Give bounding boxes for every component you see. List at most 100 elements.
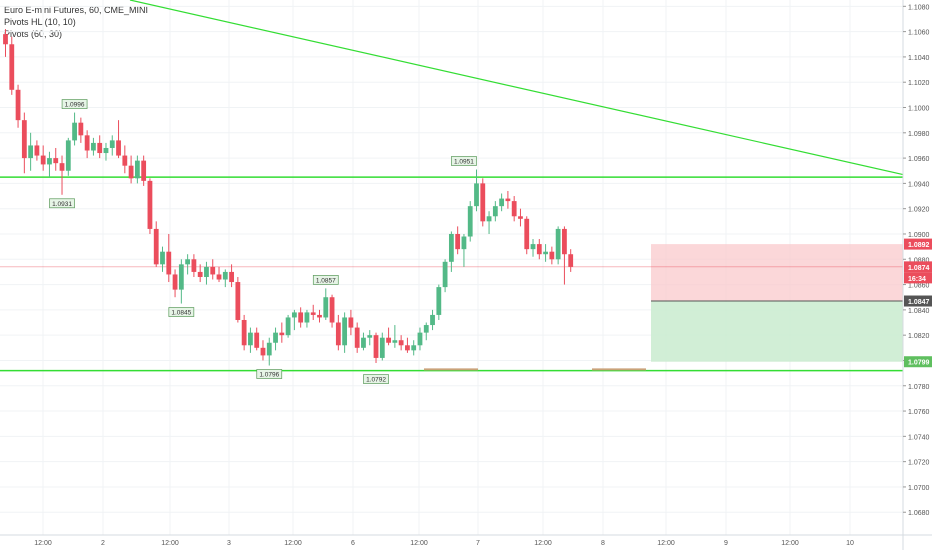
candle-down[interactable] [9, 44, 15, 90]
price-tag-entry[interactable] [904, 295, 932, 307]
candle-down[interactable] [373, 335, 379, 358]
candle-down[interactable] [78, 122, 84, 136]
candle-down[interactable] [455, 233, 461, 250]
price-tag-stop[interactable] [904, 238, 932, 250]
candle-down[interactable] [505, 198, 511, 202]
candle-down[interactable] [386, 337, 391, 343]
candle-down[interactable] [53, 158, 59, 164]
candle-down[interactable] [34, 145, 40, 156]
candle-up[interactable] [248, 332, 253, 346]
candle-down[interactable] [229, 271, 234, 283]
candle-up[interactable] [461, 236, 467, 250]
candle-down[interactable] [480, 183, 486, 222]
candle-up[interactable] [65, 140, 71, 171]
candle-down[interactable] [122, 155, 128, 166]
candle-up[interactable] [543, 251, 548, 255]
candle-up[interactable] [474, 183, 479, 207]
candle-down[interactable] [172, 274, 178, 290]
candle-up[interactable] [285, 317, 291, 336]
candle-down[interactable] [210, 266, 216, 275]
candle-down[interactable] [116, 140, 121, 156]
price-tag-target[interactable] [904, 356, 932, 368]
candle-up[interactable] [392, 340, 398, 343]
candle-up[interactable] [379, 337, 385, 358]
candle-up[interactable] [291, 312, 297, 318]
candle-up[interactable] [342, 317, 348, 346]
candle-up[interactable] [266, 342, 272, 356]
candle-down[interactable] [3, 34, 8, 45]
candle-down[interactable] [97, 142, 103, 154]
candle-down[interactable] [40, 155, 46, 165]
candle-down[interactable] [197, 271, 203, 277]
candle-down[interactable] [21, 120, 27, 159]
candle-up[interactable] [273, 332, 278, 343]
candle-up[interactable] [91, 142, 96, 151]
candle-down[interactable] [354, 327, 360, 348]
candle-up[interactable] [555, 228, 561, 260]
candle-up[interactable] [134, 160, 140, 179]
candle-up[interactable] [448, 233, 454, 262]
candle-down[interactable] [310, 312, 316, 315]
candle-up[interactable] [28, 145, 34, 159]
candle-down[interactable] [549, 251, 555, 260]
candle-down[interactable] [59, 163, 65, 171]
candle-down[interactable] [348, 317, 354, 328]
candle-down[interactable] [260, 347, 266, 356]
candle-down[interactable] [511, 201, 517, 217]
candle-up[interactable] [222, 271, 228, 280]
candle-up[interactable] [185, 259, 191, 265]
candle-up[interactable] [323, 297, 329, 318]
candle-up[interactable] [109, 140, 115, 148]
candle-down[interactable] [147, 180, 153, 229]
candle-down[interactable] [254, 332, 260, 348]
reward-zone[interactable] [651, 301, 903, 362]
candle-up[interactable] [486, 216, 492, 222]
candle-down[interactable] [153, 228, 159, 265]
candle-up[interactable] [204, 266, 209, 277]
candle-up[interactable] [160, 251, 165, 265]
candle-up[interactable] [442, 261, 448, 288]
candle-down[interactable] [335, 322, 341, 346]
candle-up[interactable] [430, 314, 435, 326]
candle-up[interactable] [423, 325, 429, 333]
candle-down[interactable] [398, 340, 404, 346]
candle-down[interactable] [405, 345, 410, 351]
candle-down[interactable] [84, 135, 90, 151]
candle-up[interactable] [103, 147, 109, 154]
trend-line[interactable] [129, 0, 904, 176]
candle-down[interactable] [536, 244, 542, 255]
candle-down[interactable] [329, 297, 335, 323]
candle-up[interactable] [467, 206, 473, 237]
candle-down[interactable] [562, 228, 567, 255]
candle-up[interactable] [361, 337, 366, 348]
risk-zone[interactable] [651, 244, 903, 302]
candle-down[interactable] [235, 282, 241, 320]
candle-up[interactable] [178, 264, 184, 290]
candle-down[interactable] [568, 254, 574, 267]
candle-up[interactable] [304, 312, 310, 323]
indicator-pivots-hl[interactable]: Pivots HL (10, 10) [4, 17, 76, 27]
indicator-pivots[interactable]: Pivots (60, 30) [4, 29, 63, 39]
candle-down[interactable] [191, 259, 197, 272]
price-tag-countdown[interactable] [904, 272, 932, 284]
candle-up[interactable] [417, 332, 423, 346]
candle-up[interactable] [530, 244, 536, 250]
candle-up[interactable] [411, 345, 417, 351]
candle-up[interactable] [499, 198, 505, 207]
candle-down[interactable] [128, 165, 134, 179]
candle-down[interactable] [524, 218, 530, 250]
candle-down[interactable] [216, 274, 222, 280]
price-tag-current[interactable] [904, 261, 932, 273]
candle-down[interactable] [298, 312, 304, 323]
candle-up[interactable] [436, 287, 442, 315]
candle-down[interactable] [141, 160, 147, 181]
candle-down[interactable] [317, 314, 322, 318]
candle-up[interactable] [492, 206, 498, 217]
candle-up[interactable] [47, 158, 52, 165]
candle-down[interactable] [15, 89, 21, 121]
candle-down[interactable] [241, 319, 247, 346]
candle-down[interactable] [518, 216, 523, 219]
candle-down[interactable] [166, 251, 172, 275]
candle-down[interactable] [279, 332, 285, 336]
